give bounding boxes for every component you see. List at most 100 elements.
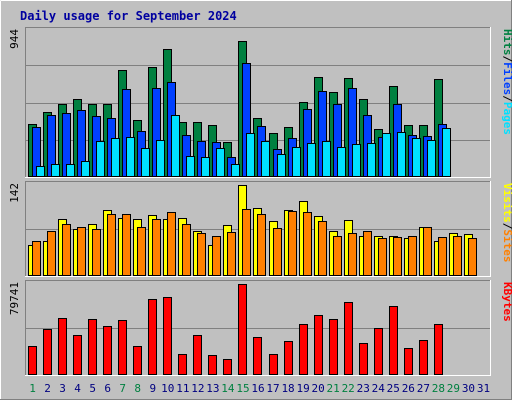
bar-sites-day-30 (468, 238, 477, 276)
bar-sites-day-6 (107, 214, 116, 276)
day-label-6: 6 (104, 382, 111, 395)
bar-kbytes-day-11 (178, 354, 187, 375)
bar-sites-day-11 (182, 224, 191, 276)
bar-kbytes-day-15 (238, 284, 247, 375)
bar-kbytes-day-25 (389, 306, 398, 375)
day-label-25: 25 (387, 382, 400, 395)
bar-kbytes-day-19 (299, 324, 308, 375)
day-label-28: 28 (432, 382, 445, 395)
legend-top: Hits/Files/Pages (501, 29, 512, 135)
day-label-12: 12 (191, 382, 204, 395)
day-label-9: 9 (149, 382, 156, 395)
bar-kbytes-day-14 (223, 359, 232, 375)
bar-kbytes-day-5 (88, 319, 97, 375)
bar-kbytes-day-7 (118, 320, 127, 375)
day-label-27: 27 (417, 382, 430, 395)
bar-pages-day-13 (216, 148, 225, 177)
bar-kbytes-day-12 (193, 335, 202, 375)
day-labels-layer: 1 2 3 4 5 6 7 8 9 10 11 12 13 14 15 16 17 18 19 20 21 22 23 24 2… (29, 382, 490, 395)
bar-kbytes-day-21 (329, 319, 338, 375)
bar-pages-day-18 (292, 147, 301, 177)
day-label-23: 23 (357, 382, 370, 395)
bar-pages-day-1 (36, 166, 45, 177)
bar-kbytes-day-3 (58, 318, 67, 375)
legend-bottom: KBytes (501, 282, 512, 322)
bar-sites-day-22 (348, 233, 357, 276)
day-label-26: 26 (402, 382, 415, 395)
day-label-29: 29 (447, 382, 460, 395)
bar-sites-day-29 (453, 236, 462, 276)
bar-sites-day-14 (227, 232, 236, 276)
bar-sites-day-27 (423, 227, 432, 276)
bar-sites-day-21 (333, 236, 342, 276)
day-label-3: 3 (59, 382, 66, 395)
ymax-label-middle: 142 (8, 183, 21, 203)
bar-kbytes-day-22 (344, 302, 353, 375)
bar-pages-day-12 (201, 157, 210, 177)
bar-kbytes-day-9 (148, 299, 157, 375)
bar-kbytes-day-20 (314, 315, 323, 375)
day-label-7: 7 (119, 382, 126, 395)
bar-pages-day-7 (126, 137, 135, 177)
bar-sites-day-26 (408, 236, 417, 276)
day-label-21: 21 (327, 382, 340, 395)
bar-kbytes-day-1 (28, 346, 37, 375)
panels-layer: 944 142 79741 (8, 27, 491, 376)
bar-kbytes-day-17 (269, 354, 278, 375)
bar-sites-day-16 (257, 214, 266, 276)
bar-pages-day-14 (231, 164, 240, 177)
bar-sites-day-24 (378, 238, 387, 276)
bar-pages-day-21 (337, 147, 346, 177)
bar-pages-day-16 (261, 141, 270, 177)
day-label-11: 11 (176, 382, 189, 395)
day-label-30: 30 (462, 382, 475, 395)
bar-pages-day-8 (141, 148, 150, 177)
day-label-31: 31 (477, 382, 490, 395)
legend-separator: / (501, 95, 512, 102)
bar-pages-day-15 (246, 133, 255, 177)
legend-item-files: Files (501, 62, 512, 95)
legend-item-visits: Visits (501, 183, 512, 223)
bar-sites-day-3 (62, 224, 71, 276)
legend-item-kbytes: KBytes (501, 282, 512, 322)
bar-sites-day-15 (242, 209, 251, 276)
legend-item-sites: Sites (501, 229, 512, 262)
bar-pages-day-4 (81, 161, 90, 177)
bar-sites-day-19 (303, 212, 312, 276)
bar-pages-day-26 (412, 138, 421, 177)
bar-pages-day-9 (156, 140, 165, 177)
panel-bottom: 79741 (8, 280, 491, 376)
bar-pages-day-28 (442, 128, 451, 177)
bar-pages-day-19 (307, 143, 316, 177)
ymax-label-top: 944 (8, 29, 21, 49)
day-label-10: 10 (161, 382, 174, 395)
day-label-13: 13 (206, 382, 219, 395)
bar-sites-day-13 (212, 236, 221, 276)
bar-pages-day-10 (171, 115, 180, 177)
bar-pages-day-23 (367, 143, 376, 177)
legend-middle: Visits/Sites (501, 183, 512, 263)
bar-pages-day-27 (427, 140, 436, 177)
bar-kbytes-day-4 (73, 335, 82, 375)
bar-pages-day-22 (352, 144, 361, 177)
bar-sites-day-18 (288, 211, 297, 276)
day-label-20: 20 (312, 382, 325, 395)
day-label-19: 19 (296, 382, 309, 395)
bar-pages-day-25 (397, 132, 406, 177)
legend-separator: / (501, 223, 512, 230)
bar-kbytes-day-18 (284, 341, 293, 375)
bar-kbytes-day-6 (103, 326, 112, 375)
bar-kbytes-day-16 (253, 337, 262, 375)
day-label-15: 15 (236, 382, 249, 395)
bar-sites-day-7 (122, 214, 131, 276)
day-label-16: 16 (251, 382, 264, 395)
bar-sites-day-10 (167, 212, 176, 276)
chart-title: Daily usage for September 2024 (20, 9, 237, 23)
bar-kbytes-day-26 (404, 348, 413, 375)
bar-kbytes-day-2 (43, 329, 52, 375)
panel-top: 944 (8, 27, 491, 178)
ymax-label-bottom: 79741 (8, 282, 21, 315)
